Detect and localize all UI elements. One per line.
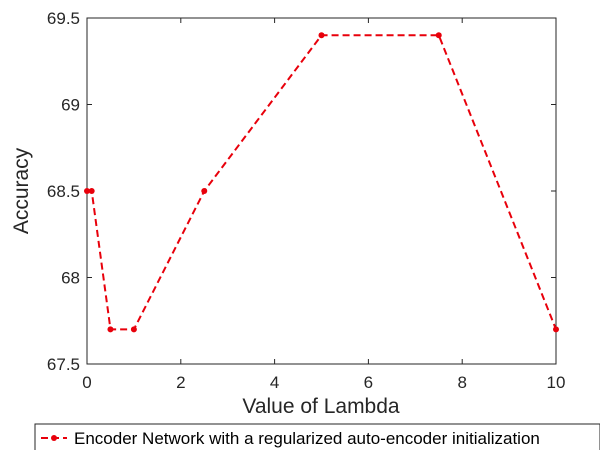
y-tick-label: 68 [61, 269, 80, 288]
series-line [87, 34, 557, 331]
y-tick-label: 67.5 [47, 355, 80, 374]
x-tick-label: 2 [176, 373, 185, 392]
x-tick-label: 6 [364, 373, 373, 392]
x-tick-label: 10 [547, 373, 566, 392]
data-point [88, 188, 95, 194]
legend-marker [51, 435, 57, 441]
data-point [435, 32, 442, 39]
legend: Encoder Network with a regularized auto-… [34, 423, 600, 450]
data-point [130, 326, 137, 333]
x-axis-ticks: 0 2 4 6 8 10 [82, 18, 565, 392]
y-axis-ticks: 67.5 68 68.5 69 69.5 [47, 9, 556, 374]
x-tick-label: 4 [270, 373, 279, 392]
legend-entry-label: Encoder Network with a regularized auto-… [74, 429, 540, 448]
y-tick-label: 69.5 [47, 9, 80, 28]
x-tick-label: 8 [457, 373, 466, 392]
legend-box [34, 423, 600, 450]
data-point [318, 32, 325, 39]
data-point [107, 326, 114, 333]
y-axis-label: Accuracy [10, 147, 33, 234]
data-point [201, 188, 208, 194]
data-point [84, 188, 90, 194]
x-axis-label: Value of Lambda [242, 395, 400, 418]
plot-area [86, 17, 557, 365]
series-layer [84, 32, 559, 333]
data-point [553, 326, 559, 333]
y-tick-label: 69 [61, 96, 80, 115]
y-tick-label: 68.5 [47, 182, 80, 201]
x-tick-label: 0 [82, 373, 91, 392]
